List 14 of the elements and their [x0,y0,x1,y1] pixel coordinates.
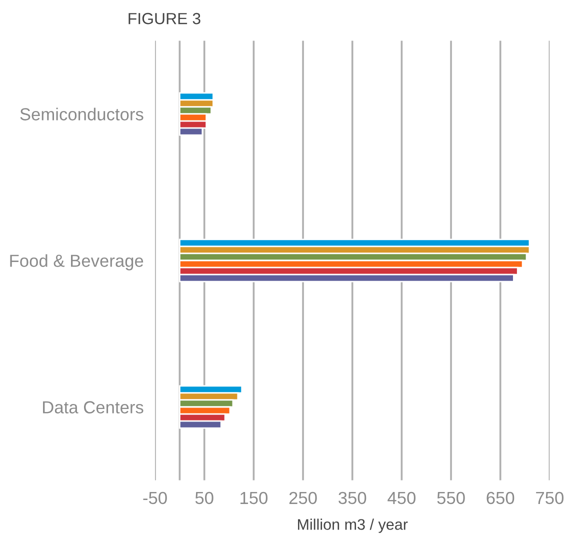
x-tick-label: 150 [240,492,268,504]
y-tick-label: Food & Beverage [10,254,144,270]
x-axis-title: Million m3 / year [298,518,408,533]
x-tick-label: 50 [195,492,214,504]
x-tick-label: 450 [388,492,416,504]
x-tick-label: 350 [338,492,366,504]
chart-title: FIGURE 3 [128,12,200,24]
x-tick-label: 750 [536,492,564,504]
x-tick-label: 550 [437,492,465,504]
x-tick-label: 250 [289,492,317,504]
y-tick-label: Semiconductors [20,108,144,120]
x-tick-label: 650 [486,492,514,504]
y-tick-label: Data Centers [43,401,144,414]
x-tick-label: -50 [143,492,167,504]
